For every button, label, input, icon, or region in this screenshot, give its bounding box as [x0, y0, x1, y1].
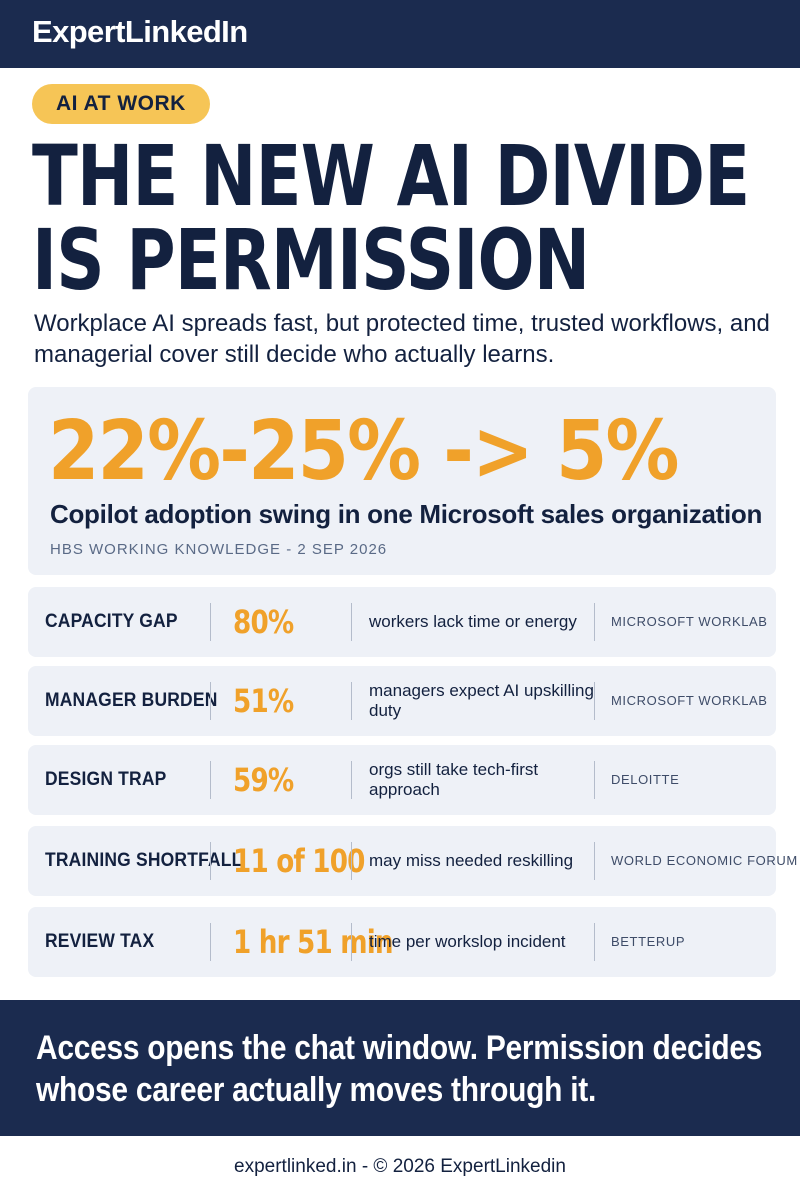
stat-row-label: MANAGER BURDEN: [45, 690, 218, 711]
stat-row-description: managers expect AI upskilling duty: [369, 681, 594, 720]
divider: [351, 923, 352, 961]
stat-row-label: REVIEW TAX: [45, 931, 155, 952]
closing-line-1: Access opens the chat window. Permission…: [36, 1029, 763, 1067]
hero-stat-source: HBS WORKING KNOWLEDGE - 2 SEP 2026: [50, 541, 388, 558]
stat-row-description: orgs still take tech-first approach: [369, 760, 539, 799]
headline: THE NEW AI DIVIDE IS PERMISSION: [32, 134, 772, 302]
stat-row-source: DELOITTE: [611, 772, 680, 787]
divider: [351, 603, 352, 641]
divider: [351, 842, 352, 880]
stat-row-value: 1 hr 51 min: [233, 923, 394, 961]
stat-row-value: 51%: [233, 682, 294, 720]
stat-row-value: 11 of 100: [233, 842, 365, 880]
subheadline: Workplace AI spreads fast, but protected…: [34, 310, 770, 368]
divider: [210, 761, 211, 799]
hero-stat-value: 22%-25% -> 5%: [48, 404, 679, 499]
divider: [210, 603, 211, 641]
stat-row: TRAINING SHORTFALL 11 of 100 may miss ne…: [28, 826, 797, 896]
stat-row-value: 59%: [233, 761, 294, 799]
headline-line-2: IS PERMISSION: [32, 211, 590, 309]
stat-row-label: CAPACITY GAP: [45, 611, 178, 632]
hero-stat-caption: Copilot adoption swing in one Microsoft …: [50, 499, 763, 529]
stat-row: MANAGER BURDEN 51% managers expect AI up…: [28, 666, 776, 736]
headline-line-1: THE NEW AI DIVIDE: [32, 127, 750, 225]
divider: [210, 923, 211, 961]
stat-row-source: BETTERUP: [611, 934, 686, 949]
stat-row-source: WORLD ECONOMIC FORUM: [611, 853, 798, 868]
divider: [351, 682, 352, 720]
divider: [594, 682, 595, 720]
divider: [594, 603, 595, 641]
divider: [594, 761, 595, 799]
hero-stat-card: 22%-25% -> 5%: [28, 387, 776, 575]
header-bar: ExpertLinkedIn: [0, 0, 800, 68]
stat-row-description: may miss needed reskilling: [369, 851, 574, 870]
closing-statement: Access opens the chat window. Permission…: [36, 1027, 776, 1111]
stat-row: DESIGN TRAP 59% orgs still take tech-fir…: [28, 745, 776, 815]
divider: [351, 761, 352, 799]
stat-row-label: TRAINING SHORTFALL: [45, 850, 243, 871]
stat-row-source: MICROSOFT WORKLAB: [611, 614, 768, 629]
divider: [210, 842, 211, 880]
footer-credit: expertlinked.in - © 2026 ExpertLinkedin: [234, 1156, 566, 1177]
stat-row-label: DESIGN TRAP: [45, 769, 167, 790]
closing-banner: [0, 1000, 800, 1136]
stat-row-source: MICROSOFT WORKLAB: [611, 693, 768, 708]
stat-row-description: workers lack time or energy: [369, 612, 577, 631]
closing-line-2: whose career actually moves through it.: [36, 1071, 597, 1109]
stat-row-value: 80%: [233, 603, 294, 641]
stat-row: REVIEW TAX 1 hr 51 min time per workslop…: [28, 907, 776, 977]
divider: [210, 682, 211, 720]
divider: [594, 923, 595, 961]
stat-row-description: time per workslop incident: [369, 932, 566, 951]
stat-row: CAPACITY GAP 80% workers lack time or en…: [28, 587, 776, 657]
category-tag: AI AT WORK: [32, 84, 210, 124]
divider: [594, 842, 595, 880]
brand-logo-text: ExpertLinkedIn: [32, 14, 248, 49]
